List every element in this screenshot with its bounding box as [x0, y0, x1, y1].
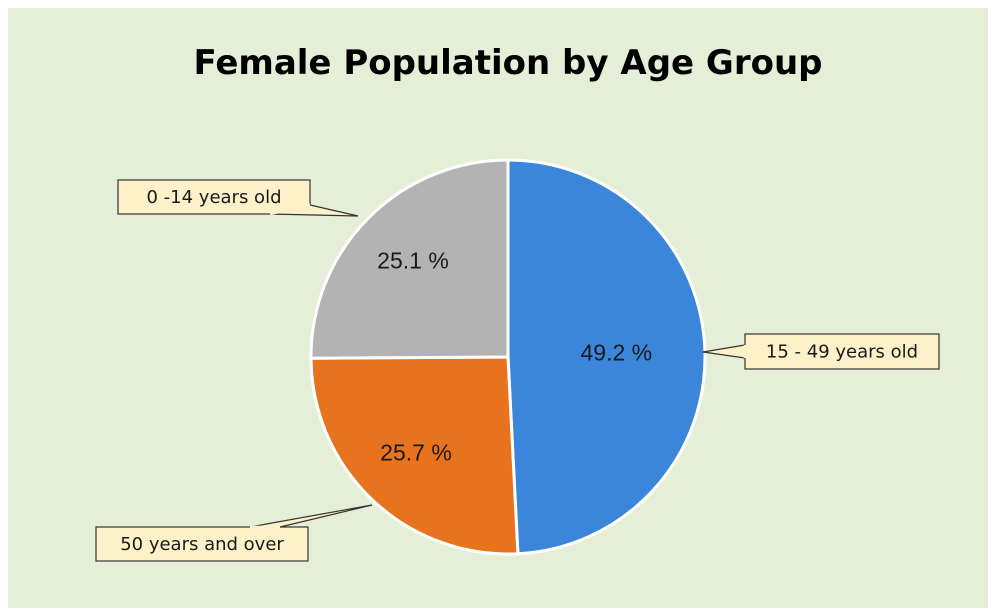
callout-pointer — [702, 344, 746, 359]
value-label: 25.7 % — [380, 439, 452, 465]
callout-pointer — [249, 504, 373, 528]
callout-pointer-cover — [269, 203, 311, 216]
pie-slice — [309, 158, 510, 360]
callout-label: 0 -14 years old — [147, 187, 282, 208]
callout-box — [95, 526, 309, 562]
callout-label: 15 - 49 years old — [766, 342, 918, 363]
value-label: 25.1 % — [377, 248, 449, 274]
callout-box — [117, 179, 311, 215]
chart-title: Female Population by Age Group — [193, 43, 822, 83]
pie-slice — [309, 355, 520, 556]
callout-pointer — [269, 204, 359, 217]
value-label: 49.2 % — [581, 339, 653, 365]
callout-label: 50 years and over — [120, 534, 284, 555]
